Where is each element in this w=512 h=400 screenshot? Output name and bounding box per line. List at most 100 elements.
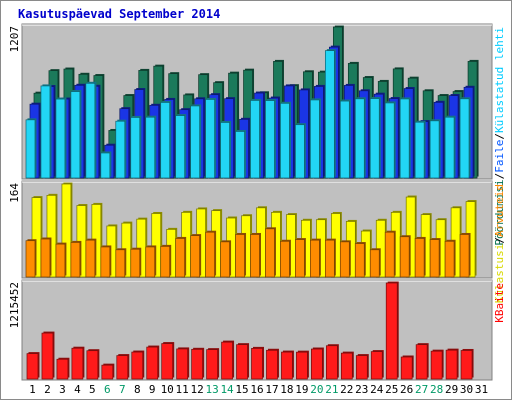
bar <box>85 239 96 278</box>
bar <box>40 85 51 179</box>
day-label: 13 <box>205 383 218 396</box>
day-label: 22 <box>340 383 353 396</box>
bar <box>415 344 428 380</box>
bar <box>61 183 72 278</box>
bar <box>205 231 215 278</box>
bar <box>160 246 171 278</box>
bar <box>339 100 350 179</box>
panel-2: 164 Külastusi/Arvuteid <box>8 180 506 304</box>
bar <box>41 332 54 380</box>
bar <box>236 344 248 380</box>
day-label: 1 <box>29 383 36 396</box>
day-label: 2 <box>44 383 51 396</box>
legend-entry: / <box>493 173 506 180</box>
bar <box>444 240 455 278</box>
bar <box>430 350 443 380</box>
bar <box>115 249 126 278</box>
bar <box>101 364 114 380</box>
bar <box>295 124 305 179</box>
day-label: 10 <box>161 383 174 396</box>
bar <box>25 119 36 179</box>
series-külastatud-lehti <box>25 49 471 179</box>
bar <box>429 120 440 179</box>
panel-legend: Pöördumisi/Faile/Külastatud lehti <box>493 27 506 246</box>
bar <box>459 98 470 179</box>
bar <box>251 348 263 380</box>
day-label: 28 <box>430 383 443 396</box>
bar <box>56 358 69 380</box>
bar <box>86 350 99 380</box>
bar <box>281 351 293 380</box>
bar <box>429 239 440 278</box>
bar <box>370 351 383 380</box>
legend-entry: Pöördumisi <box>493 179 506 245</box>
legend-entry: KBaite <box>493 283 506 323</box>
bar <box>369 249 380 278</box>
bar <box>324 50 335 179</box>
day-label: 12 <box>191 383 204 396</box>
bar <box>71 347 84 380</box>
bar <box>354 98 365 179</box>
bar <box>220 122 230 179</box>
day-label: 21 <box>325 383 338 396</box>
bar <box>235 131 245 179</box>
bar <box>355 355 368 380</box>
legend-entry: Külastusi <box>493 244 506 304</box>
bar <box>384 231 395 278</box>
day-label: 16 <box>250 383 263 396</box>
bar <box>70 91 81 179</box>
bar <box>191 348 203 380</box>
bar <box>205 99 215 179</box>
bar <box>460 350 473 380</box>
day-label: 8 <box>134 383 141 396</box>
bar <box>130 248 141 278</box>
bar <box>295 239 305 278</box>
bar <box>145 116 156 179</box>
bar <box>100 152 111 179</box>
bar <box>250 234 260 278</box>
day-label: 6 <box>104 383 111 396</box>
day-label: 7 <box>119 383 126 396</box>
chart-title: Kasutuspäevad September 2014 <box>18 7 220 21</box>
bar <box>265 100 275 179</box>
bar <box>116 355 129 380</box>
panel-3: 1215452 KBaite <box>8 279 506 381</box>
bar <box>115 120 126 179</box>
day-label: 29 <box>445 383 458 396</box>
legend-entry: / <box>493 133 506 140</box>
panel-max-label: 1207 <box>8 26 21 53</box>
bar <box>310 239 320 278</box>
legend-entry: Arvuteid <box>493 184 506 237</box>
day-label: 14 <box>220 383 234 396</box>
bar <box>311 348 323 380</box>
series-kbaite <box>26 281 474 380</box>
bar <box>399 236 410 278</box>
day-label: 24 <box>370 383 384 396</box>
day-label: 31 <box>475 383 488 396</box>
bar <box>131 351 144 380</box>
day-label: 17 <box>265 383 278 396</box>
bar <box>310 99 320 179</box>
day-label: 5 <box>89 383 96 396</box>
day-label: 9 <box>149 383 156 396</box>
day-label: 25 <box>385 383 398 396</box>
day-label: 26 <box>400 383 413 396</box>
legend-entry: Faile <box>493 140 506 173</box>
bar <box>175 115 186 179</box>
bar <box>70 242 81 278</box>
series-arvuteid <box>25 227 471 278</box>
legend-entry: / <box>493 237 506 244</box>
bar <box>399 98 410 179</box>
bar <box>414 238 425 278</box>
bar <box>130 117 141 179</box>
bar <box>444 116 455 179</box>
bar <box>55 98 66 179</box>
bar <box>250 100 260 179</box>
bar <box>340 352 353 380</box>
bar <box>235 234 245 278</box>
bar <box>31 197 42 278</box>
bar <box>46 194 57 278</box>
bar <box>459 234 470 278</box>
bar <box>339 241 350 278</box>
bar <box>100 246 111 278</box>
